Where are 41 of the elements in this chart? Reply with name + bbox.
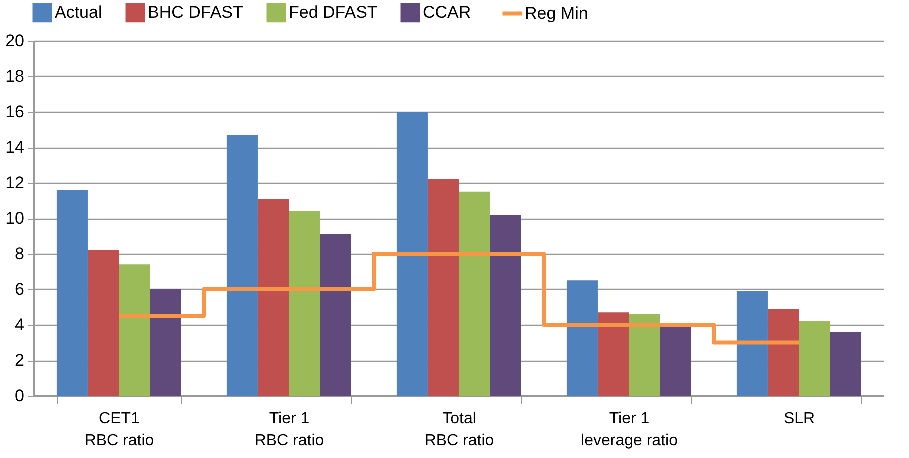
bar: [598, 312, 629, 396]
bar: [119, 264, 150, 396]
bar: [566, 280, 598, 396]
x-tick-label: Tier 1 leverage ratio: [581, 410, 678, 450]
legend-label: Actual: [55, 2, 102, 22]
y-tick-label: 20: [6, 32, 24, 50]
y-tick-label: 10: [6, 209, 24, 228]
legend-label: BHC DFAST: [148, 2, 244, 22]
y-tick-label: 14: [6, 138, 24, 157]
bar: [258, 198, 289, 396]
bar: [490, 214, 522, 396]
y-tick-label: 2: [15, 351, 24, 370]
x-tick-label: CET1 RBC ratio: [84, 410, 154, 450]
bar: [768, 309, 799, 396]
bar: [226, 135, 258, 396]
bar: [428, 179, 459, 396]
bar: [799, 321, 830, 396]
bar: [320, 234, 352, 396]
x-tick-label: Tier 1 RBC ratio: [254, 410, 324, 450]
bar: [56, 190, 88, 396]
bar: [629, 314, 660, 396]
y-tick-label: 8: [15, 244, 24, 264]
bar: [150, 290, 182, 396]
bar: [736, 291, 768, 396]
y-tick-label: 6: [15, 280, 24, 299]
y-tick-label: 18: [6, 67, 24, 86]
bar: [88, 250, 119, 396]
y-tick-label: 4: [15, 316, 24, 334]
bar: [830, 332, 862, 396]
bar: [459, 192, 490, 396]
x-tick-label: Total RBC ratio: [424, 410, 494, 450]
legend-label: CCAR: [423, 2, 472, 22]
y-tick-label: 16: [6, 102, 24, 122]
x-tick-label: SLR: [784, 410, 816, 428]
y-tick-label: 0: [15, 386, 24, 406]
legend-label: Fed DFAST: [289, 2, 378, 22]
bar: [396, 112, 428, 396]
bar: [660, 326, 692, 396]
y-tick-label: 12: [6, 174, 24, 192]
bar: [289, 211, 320, 396]
legend-label: Reg Min: [525, 4, 588, 23]
